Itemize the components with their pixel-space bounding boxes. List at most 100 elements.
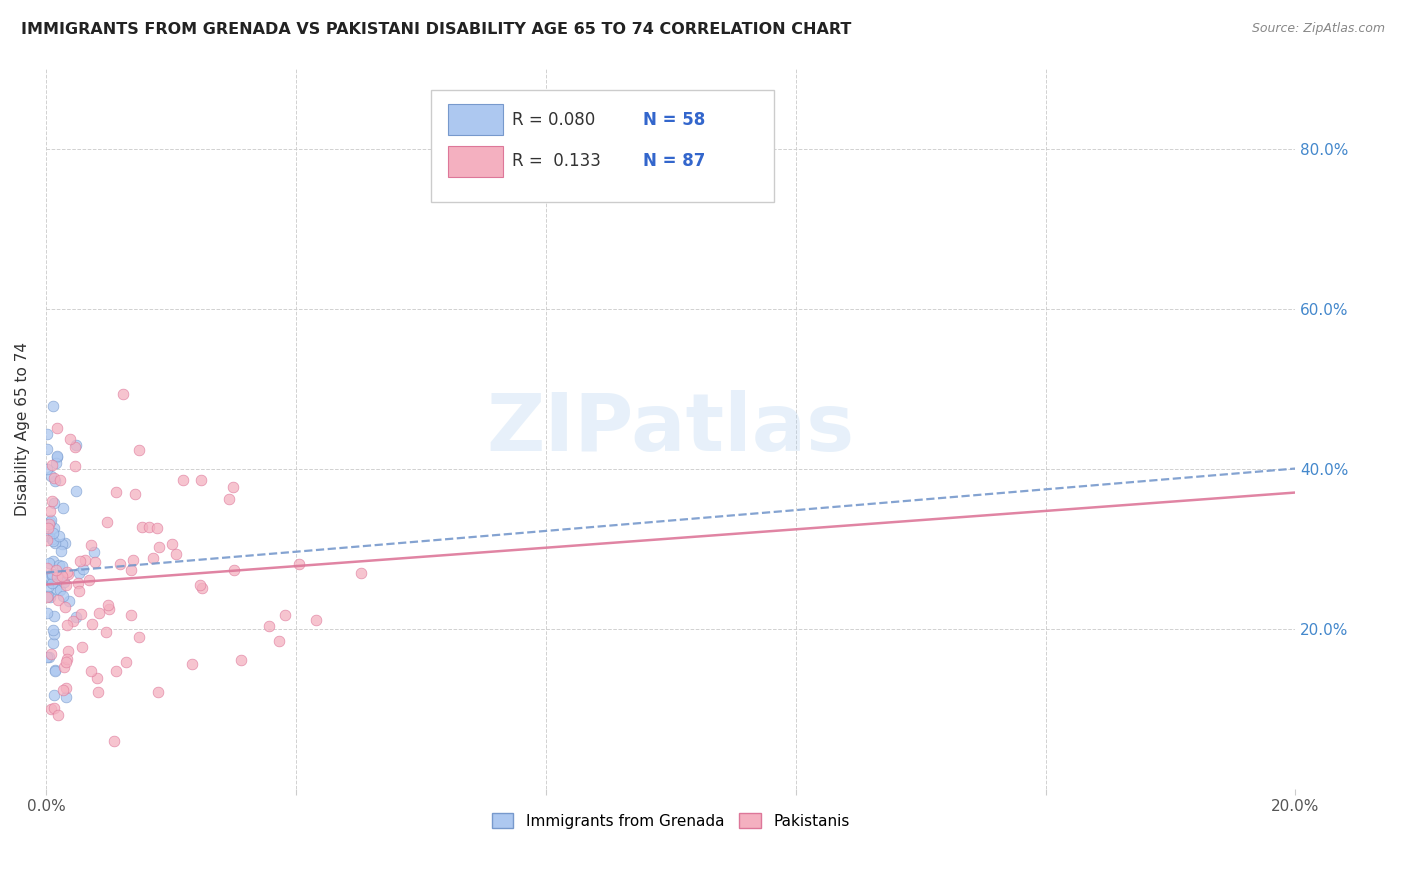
Point bbox=[180, 657, 202, 672]
Point bbox=[274, 608, 297, 623]
Point bbox=[188, 578, 211, 592]
Point bbox=[37, 528, 59, 542]
Point bbox=[70, 607, 93, 622]
Point bbox=[42, 624, 65, 638]
Point bbox=[128, 630, 150, 644]
Point bbox=[41, 532, 63, 546]
Text: Source: ZipAtlas.com: Source: ZipAtlas.com bbox=[1251, 22, 1385, 36]
Point bbox=[45, 582, 67, 596]
Point bbox=[80, 616, 103, 631]
Point bbox=[46, 707, 69, 722]
Point bbox=[72, 562, 94, 576]
Point bbox=[77, 573, 100, 587]
Point bbox=[56, 644, 79, 658]
Point bbox=[46, 421, 69, 435]
Point bbox=[55, 655, 77, 669]
Point bbox=[97, 598, 120, 612]
Point bbox=[37, 521, 59, 535]
Point bbox=[42, 553, 65, 567]
Point bbox=[46, 569, 69, 583]
Point bbox=[37, 589, 59, 603]
Point bbox=[172, 473, 194, 487]
Point bbox=[80, 664, 103, 678]
Point bbox=[89, 606, 111, 620]
Point bbox=[41, 399, 63, 413]
Point bbox=[51, 559, 73, 574]
Point bbox=[146, 521, 169, 535]
Point bbox=[49, 582, 72, 597]
Point bbox=[55, 690, 77, 704]
Point bbox=[56, 566, 79, 580]
Point bbox=[96, 515, 118, 529]
Point bbox=[103, 734, 125, 748]
Point bbox=[65, 440, 87, 454]
Point bbox=[52, 589, 75, 603]
Point bbox=[56, 652, 79, 666]
Point bbox=[222, 480, 245, 494]
Point bbox=[231, 653, 253, 667]
Point bbox=[39, 504, 62, 518]
Point bbox=[41, 567, 63, 582]
Text: R =  0.133: R = 0.133 bbox=[512, 153, 600, 170]
Point bbox=[160, 537, 183, 551]
Point bbox=[51, 537, 73, 551]
Point bbox=[121, 553, 143, 567]
Point bbox=[66, 576, 89, 591]
Point bbox=[56, 567, 79, 582]
Point bbox=[73, 552, 96, 566]
Point bbox=[49, 570, 72, 584]
Point bbox=[131, 520, 153, 534]
Point bbox=[41, 458, 63, 472]
Point bbox=[37, 590, 59, 604]
Point bbox=[42, 627, 65, 641]
Point bbox=[105, 484, 128, 499]
Point bbox=[110, 557, 132, 571]
Point bbox=[48, 529, 70, 543]
Point bbox=[56, 617, 79, 632]
Point bbox=[39, 591, 62, 605]
Point bbox=[190, 473, 212, 487]
Point bbox=[37, 427, 59, 442]
Point bbox=[165, 547, 187, 561]
Point bbox=[65, 438, 87, 452]
Point bbox=[42, 689, 65, 703]
Point bbox=[37, 442, 59, 457]
Point bbox=[44, 474, 66, 488]
Point bbox=[86, 671, 108, 685]
Point bbox=[65, 483, 87, 498]
Point bbox=[39, 515, 62, 529]
Point bbox=[69, 554, 91, 568]
Point bbox=[45, 449, 67, 463]
Point bbox=[39, 701, 62, 715]
Point bbox=[37, 561, 59, 575]
Point bbox=[84, 555, 107, 569]
Point bbox=[38, 649, 60, 664]
Point bbox=[218, 492, 240, 507]
Point bbox=[138, 520, 160, 534]
Point bbox=[63, 458, 86, 473]
Point bbox=[49, 473, 72, 487]
Point bbox=[53, 599, 76, 614]
Point bbox=[41, 494, 63, 508]
Point bbox=[41, 513, 63, 527]
Point bbox=[104, 664, 127, 678]
Point bbox=[120, 563, 142, 577]
Point bbox=[65, 610, 87, 624]
Point bbox=[44, 664, 66, 678]
Text: N = 87: N = 87 bbox=[643, 153, 706, 170]
Point bbox=[87, 685, 110, 699]
Text: R = 0.080: R = 0.080 bbox=[512, 111, 595, 128]
Point bbox=[67, 566, 90, 580]
Point bbox=[41, 576, 63, 591]
Point bbox=[98, 602, 121, 616]
Point bbox=[269, 633, 291, 648]
Point bbox=[94, 625, 117, 640]
Point bbox=[53, 575, 76, 590]
Point bbox=[257, 619, 280, 633]
FancyBboxPatch shape bbox=[449, 103, 503, 136]
Point bbox=[41, 569, 63, 583]
Point bbox=[148, 541, 170, 555]
Text: ZIPatlas: ZIPatlas bbox=[486, 390, 855, 467]
Point bbox=[38, 517, 60, 532]
Point bbox=[37, 462, 59, 476]
